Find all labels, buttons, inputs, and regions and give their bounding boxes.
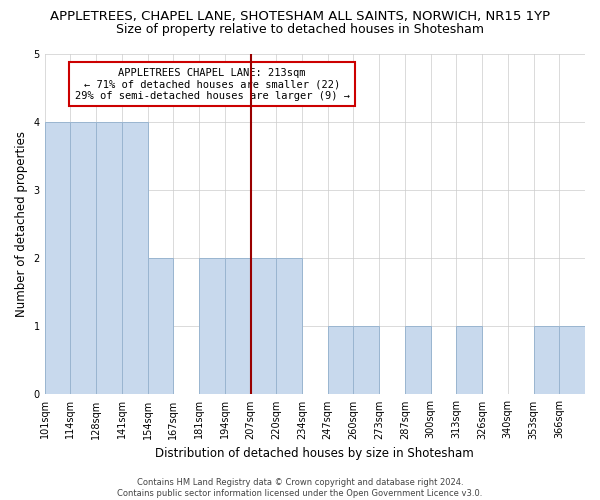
Text: APPLETREES, CHAPEL LANE, SHOTESHAM ALL SAINTS, NORWICH, NR15 1YP: APPLETREES, CHAPEL LANE, SHOTESHAM ALL S… <box>50 10 550 23</box>
Bar <box>328 326 353 394</box>
Bar <box>96 122 122 394</box>
Bar <box>533 326 559 394</box>
Text: APPLETREES CHAPEL LANE: 213sqm
← 71% of detached houses are smaller (22)
29% of : APPLETREES CHAPEL LANE: 213sqm ← 71% of … <box>74 68 350 101</box>
Bar <box>559 326 585 394</box>
Text: Contains HM Land Registry data © Crown copyright and database right 2024.
Contai: Contains HM Land Registry data © Crown c… <box>118 478 482 498</box>
X-axis label: Distribution of detached houses by size in Shotesham: Distribution of detached houses by size … <box>155 447 474 460</box>
Bar <box>405 326 431 394</box>
Bar <box>457 326 482 394</box>
Bar <box>353 326 379 394</box>
Bar <box>225 258 251 394</box>
Bar <box>199 258 225 394</box>
Bar <box>276 258 302 394</box>
Bar <box>70 122 96 394</box>
Bar <box>122 122 148 394</box>
Text: Size of property relative to detached houses in Shotesham: Size of property relative to detached ho… <box>116 22 484 36</box>
Bar <box>44 122 70 394</box>
Y-axis label: Number of detached properties: Number of detached properties <box>15 131 28 317</box>
Bar <box>251 258 276 394</box>
Bar <box>148 258 173 394</box>
